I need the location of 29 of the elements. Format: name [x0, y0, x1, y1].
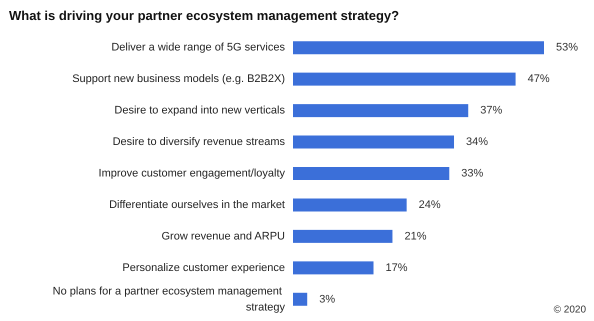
data-label: 34%	[466, 136, 488, 148]
y-tick-label: Improve customer engagement/loyalty	[98, 168, 286, 180]
data-label: 53%	[556, 42, 578, 54]
y-tick-label: Desire to diversify revenue streams	[112, 136, 286, 148]
bar	[293, 136, 454, 149]
chart-title: What is driving your partner ecosystem management strategy?	[9, 8, 400, 23]
data-label: 21%	[404, 230, 427, 242]
data-label: 33%	[461, 168, 484, 180]
data-label: 17%	[386, 262, 408, 274]
y-tick-label: Desire to expand into new verticals	[114, 104, 286, 117]
y-tick-label: Differentiate ourselves in the market	[109, 198, 285, 211]
bar	[293, 104, 468, 118]
data-label: 24%	[418, 198, 441, 211]
bar	[293, 261, 374, 274]
bar	[293, 167, 450, 180]
data-label: 3%	[319, 293, 336, 306]
data-label: 37%	[480, 104, 502, 117]
bar	[293, 292, 308, 306]
y-tick-label: Grow revenue and ARPU	[161, 230, 286, 242]
y-tick-label: No plans for a partner ecosystem management strategy	[52, 285, 286, 314]
bar	[293, 230, 392, 243]
bar	[293, 72, 516, 86]
data-label: 47%	[528, 73, 550, 86]
bar	[293, 41, 544, 54]
bar	[293, 198, 407, 212]
y-tick-label: Personalize customer experience	[122, 262, 285, 274]
y-tick-label: Deliver a wide range of 5G services	[111, 42, 286, 54]
y-tick-label: Support new business models (e.g. B2B2X)	[72, 73, 285, 86]
text: © 2020	[554, 304, 586, 316]
